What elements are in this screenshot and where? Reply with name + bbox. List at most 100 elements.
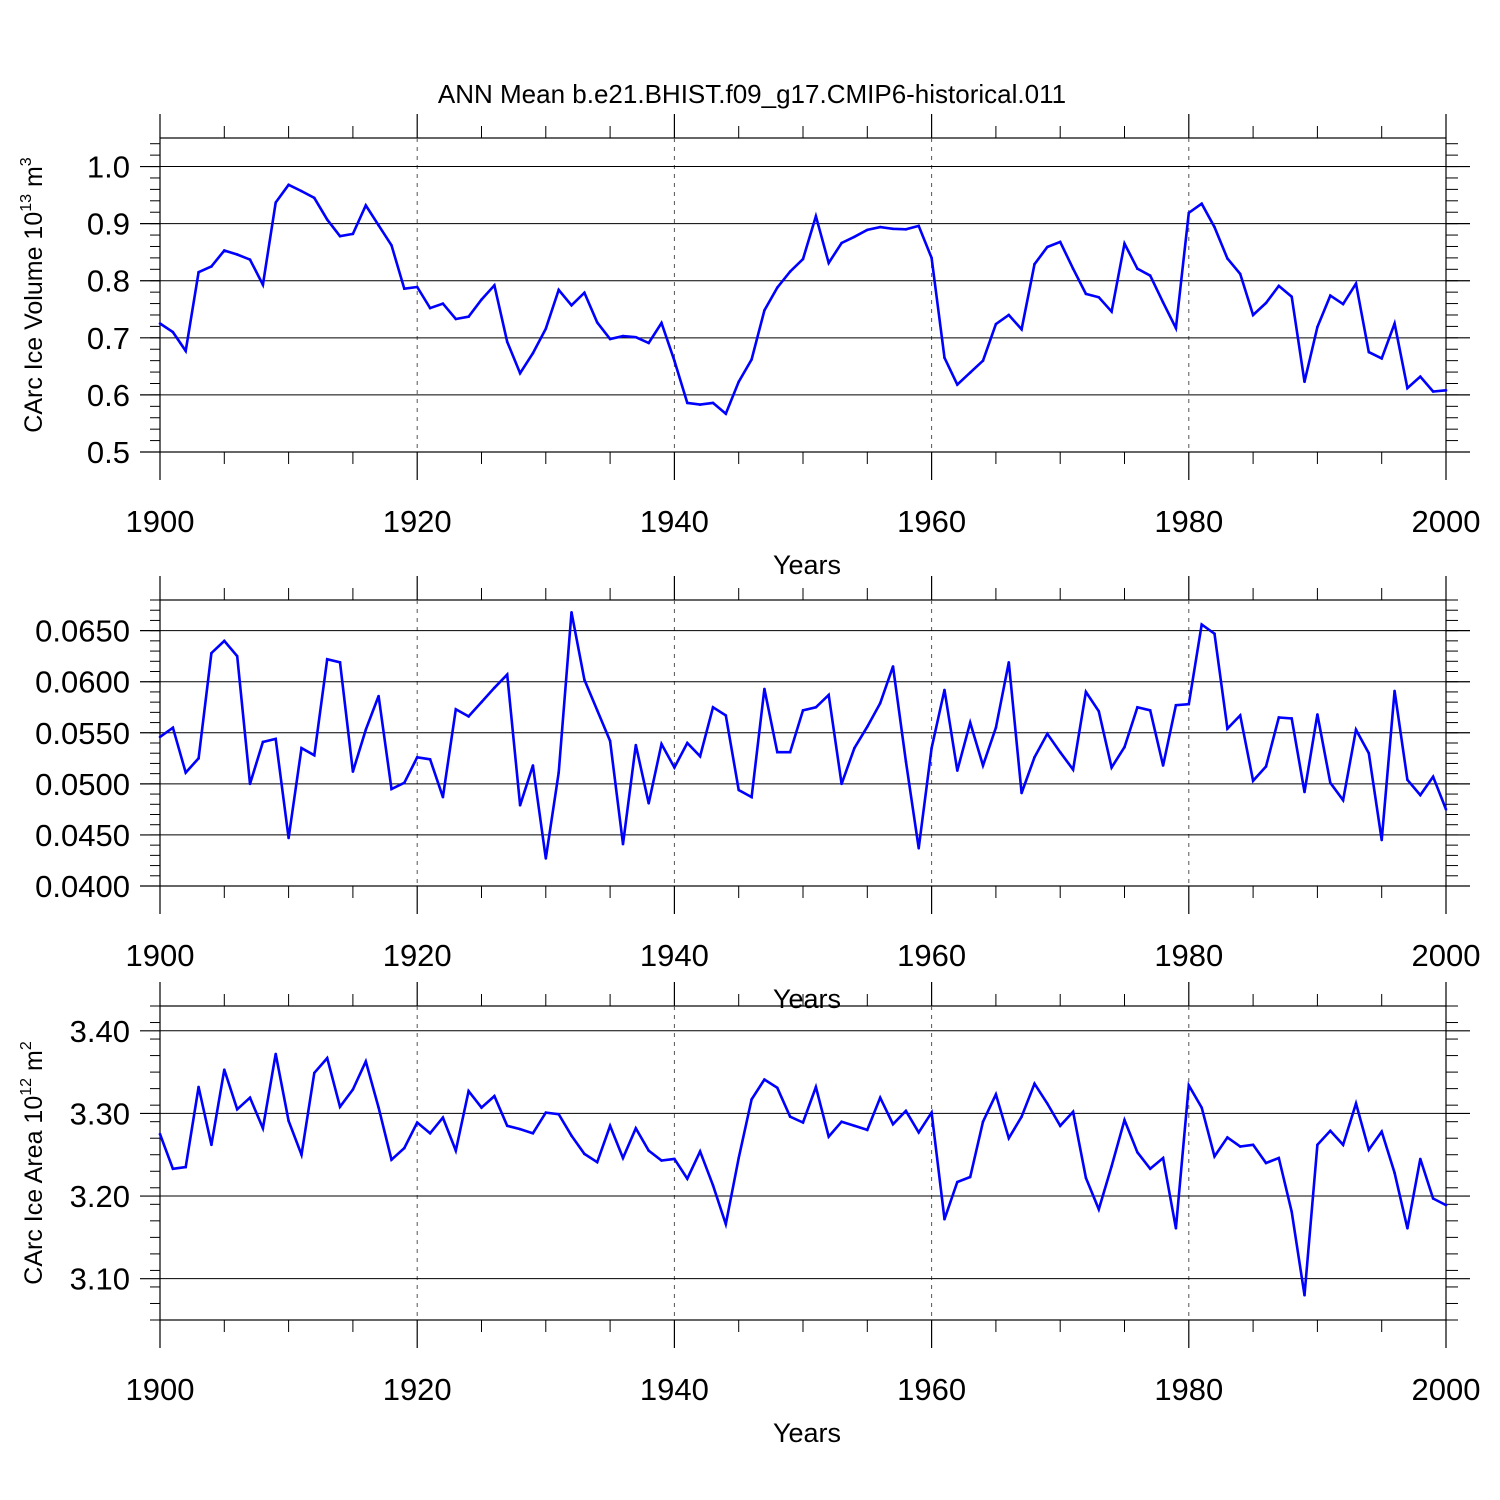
data-point	[1187, 211, 1191, 215]
data-point	[1097, 1207, 1101, 1211]
data-point	[981, 1120, 985, 1123]
data-point	[878, 1096, 882, 1100]
data-point	[1264, 765, 1268, 768]
data-point	[711, 401, 715, 405]
data-point	[878, 701, 882, 705]
data-point	[441, 302, 445, 305]
data-point	[1161, 301, 1165, 304]
data-point	[158, 735, 162, 739]
data-point	[1277, 716, 1281, 719]
data-point	[415, 1121, 419, 1124]
data-point	[660, 1159, 663, 1162]
x-tick-label: 2000	[1412, 504, 1481, 539]
y-tick-label: 0.0650	[35, 614, 130, 649]
data-point	[1007, 1136, 1011, 1140]
data-point	[698, 754, 702, 758]
data-point	[1097, 295, 1101, 299]
data-point	[1123, 1118, 1126, 1122]
data-point	[454, 317, 458, 321]
x-tick-label: 1980	[1154, 1372, 1223, 1407]
data-point	[544, 327, 548, 330]
data-point	[390, 1158, 393, 1161]
data-point	[493, 1094, 496, 1098]
data-point	[570, 303, 573, 307]
data-point	[698, 1150, 702, 1153]
data-point	[608, 739, 612, 743]
x-tick-label: 1900	[126, 504, 195, 539]
data-point	[608, 337, 612, 341]
data-point	[827, 1135, 831, 1138]
data-point	[1226, 727, 1229, 730]
data-point	[904, 1109, 908, 1113]
data-point	[685, 741, 689, 745]
data-point	[403, 1146, 406, 1150]
data-point	[1213, 632, 1216, 636]
y-tick-label: 3.10	[70, 1262, 130, 1297]
data-point	[801, 257, 805, 261]
data-point	[698, 403, 702, 406]
data-point	[1264, 301, 1268, 305]
data-point	[1303, 1293, 1306, 1297]
data-point	[1393, 689, 1396, 693]
data-point	[1110, 310, 1113, 313]
data-point	[1341, 798, 1345, 802]
data-point	[325, 218, 329, 221]
data-point	[184, 1165, 188, 1169]
x-tick-label: 1980	[1154, 938, 1223, 973]
data-point	[210, 265, 213, 268]
panels-group: 0.5 0.6 0.7 0.8 0.9 1.0 1900 1920 1940 1960 1980 20…	[18, 114, 1480, 1448]
data-point	[1174, 1226, 1178, 1230]
data-point	[1277, 1156, 1281, 1160]
data-point	[248, 258, 252, 261]
x-tick-label: 1920	[383, 1372, 452, 1407]
x-tick-label: 1960	[897, 504, 966, 539]
data-point	[1418, 375, 1422, 378]
data-point	[338, 234, 342, 238]
data-point	[1290, 295, 1293, 299]
data-point	[1110, 1165, 1113, 1168]
data-point	[1316, 1143, 1319, 1147]
data-point	[994, 1093, 998, 1096]
data-point	[943, 356, 946, 360]
data-point	[557, 288, 560, 292]
y-tick-label: 3.20	[70, 1179, 130, 1214]
data-point	[415, 756, 419, 759]
plot-frame	[159, 1005, 1447, 1321]
data-point	[814, 214, 818, 218]
data-point	[480, 298, 483, 301]
data-points-area	[158, 1052, 1448, 1297]
data-point	[891, 665, 895, 668]
data-point	[1174, 326, 1178, 330]
data-point	[441, 1116, 445, 1119]
data-point	[248, 782, 252, 786]
data-point	[1418, 793, 1422, 797]
data-point	[1290, 1210, 1293, 1214]
data-point	[1238, 1145, 1242, 1148]
panel-volume: 0.5 0.6 0.7 0.8 0.9 1.0 1900 1920 1940 1960 1980 20…	[18, 114, 1480, 580]
data-point	[403, 287, 406, 291]
x-axis-label: Years	[773, 550, 841, 580]
data-point	[724, 412, 728, 416]
data-point	[750, 1098, 753, 1101]
data-point	[1406, 778, 1409, 782]
data-point	[1187, 702, 1191, 706]
x-axis-label: Years	[773, 1418, 841, 1448]
data-point	[866, 725, 869, 728]
data-point	[1148, 274, 1152, 277]
data-point	[891, 227, 895, 231]
data-point	[634, 743, 638, 747]
data-point	[685, 401, 689, 405]
data-point	[1290, 717, 1293, 720]
y-tick-label: 0.6	[87, 378, 130, 413]
data-point	[261, 740, 265, 744]
data-point	[1148, 709, 1152, 712]
y-tick-label: 0.0500	[35, 767, 130, 802]
data-point	[1033, 756, 1036, 759]
data-point	[197, 757, 200, 760]
data-point	[956, 769, 959, 772]
data-point	[608, 1124, 612, 1128]
data-point	[274, 1052, 278, 1056]
data-point	[1136, 267, 1139, 271]
data-point	[994, 322, 998, 326]
